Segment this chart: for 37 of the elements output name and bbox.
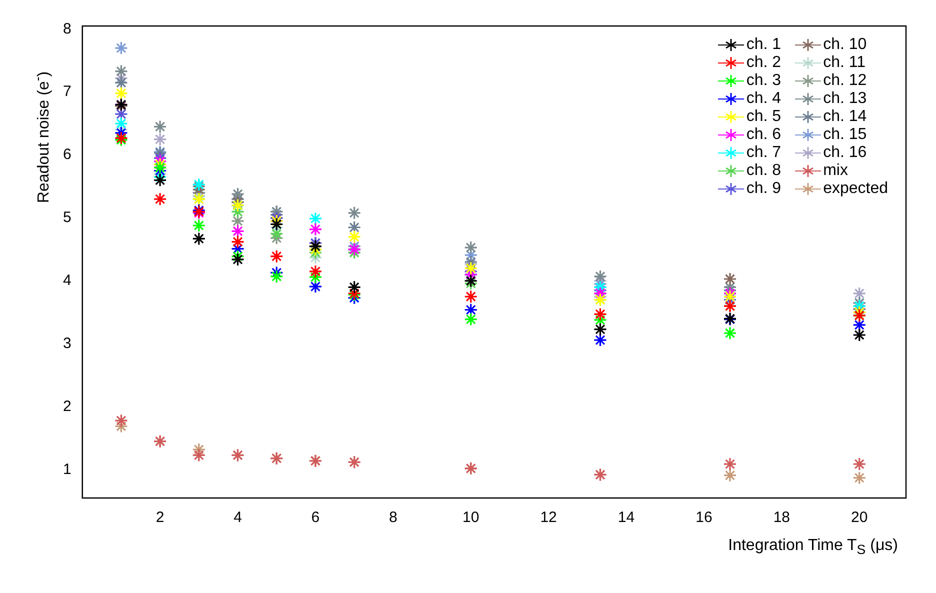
legend-label: ch. 16 — [822, 144, 868, 162]
x-tick-label: 12 — [540, 509, 557, 526]
x-tick-label: 20 — [851, 509, 868, 526]
y-tick-label: 8 — [63, 20, 72, 38]
legend-label: ch. 6 — [745, 126, 782, 144]
legend-label: expected — [822, 180, 888, 198]
legend-label: ch. 1 — [745, 36, 782, 54]
y-tick-label: 5 — [63, 209, 72, 226]
legend-label: ch. 10 — [822, 36, 868, 54]
legend-label: ch. 9 — [745, 180, 782, 198]
y-tick-label: 6 — [63, 146, 72, 164]
legend-label: ch. 8 — [745, 162, 782, 180]
legend-label: ch. 5 — [745, 108, 782, 126]
y-tick-label: 1 — [63, 460, 72, 478]
x-tick-label: 18 — [773, 509, 790, 526]
x-tick-label: 6 — [311, 509, 320, 526]
y-tick-label: 2 — [63, 398, 72, 415]
legend-label: ch. 12 — [822, 72, 868, 90]
x-tick-label: 14 — [618, 509, 635, 526]
legend-label: mix — [822, 162, 849, 180]
legend-label: ch. 3 — [745, 72, 782, 90]
legend-label: ch. 7 — [745, 144, 782, 162]
legend-label: ch. 4 — [745, 90, 782, 108]
y-tick-label: 4 — [63, 272, 72, 290]
legend-label: ch. 14 — [822, 108, 868, 126]
x-tick-label: 16 — [696, 509, 712, 526]
x-tick-label: 2 — [156, 509, 164, 526]
legend-label: ch. 13 — [822, 90, 868, 108]
x-tick-label: 8 — [388, 509, 398, 526]
legend-label: ch. 2 — [745, 54, 782, 72]
y-tick-label: 7 — [63, 83, 72, 100]
x-tick-label: 4 — [234, 509, 242, 526]
x-tick-label: 10 — [462, 509, 480, 526]
y-tick-label: 3 — [63, 334, 72, 352]
legend-label: ch. 15 — [822, 126, 868, 144]
legend-label: ch. 11 — [822, 54, 866, 72]
x-axis-title: Integration Time T$_{S}$ (μs) — [728, 537, 898, 558]
